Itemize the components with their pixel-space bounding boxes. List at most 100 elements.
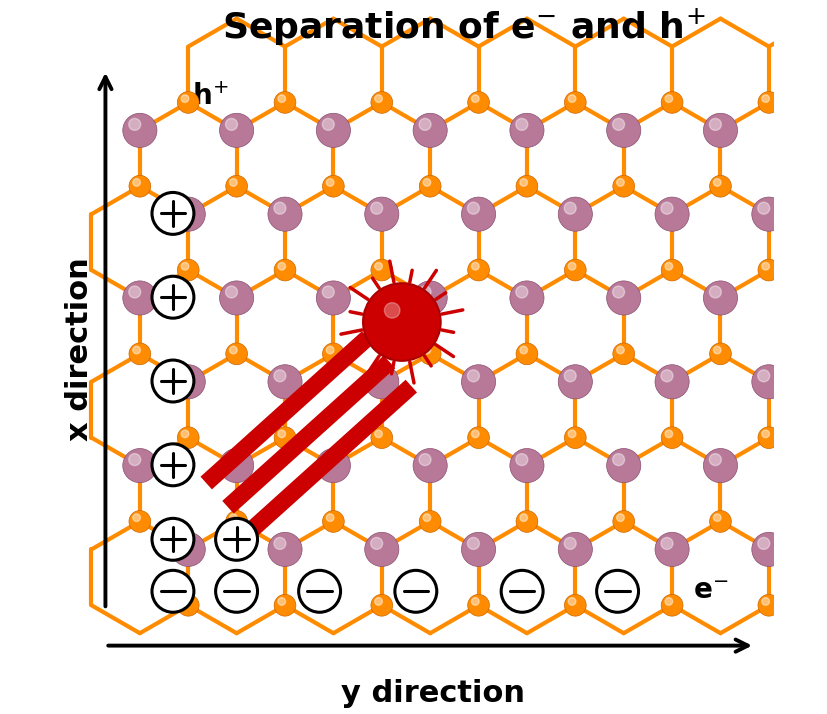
- Circle shape: [423, 178, 431, 186]
- Circle shape: [758, 370, 770, 382]
- Circle shape: [316, 448, 351, 483]
- Circle shape: [520, 178, 528, 186]
- Circle shape: [613, 453, 624, 466]
- Circle shape: [219, 281, 254, 315]
- Circle shape: [181, 430, 189, 438]
- Circle shape: [122, 114, 157, 147]
- Circle shape: [274, 370, 286, 382]
- Circle shape: [471, 263, 479, 270]
- Circle shape: [274, 594, 296, 616]
- Circle shape: [181, 95, 189, 102]
- Circle shape: [613, 119, 624, 131]
- Circle shape: [617, 346, 624, 354]
- Circle shape: [371, 594, 393, 616]
- Circle shape: [177, 538, 189, 549]
- Circle shape: [181, 598, 189, 605]
- Circle shape: [613, 343, 634, 365]
- Circle shape: [177, 370, 189, 382]
- Circle shape: [510, 448, 544, 483]
- Circle shape: [655, 533, 689, 566]
- Circle shape: [423, 514, 431, 521]
- Circle shape: [714, 178, 721, 186]
- Circle shape: [662, 594, 683, 616]
- Circle shape: [501, 570, 543, 612]
- Circle shape: [230, 514, 237, 521]
- Circle shape: [129, 511, 151, 533]
- Circle shape: [414, 448, 447, 483]
- Circle shape: [268, 197, 302, 231]
- Circle shape: [758, 202, 770, 214]
- Text: x direction: x direction: [65, 257, 94, 441]
- Circle shape: [468, 427, 490, 448]
- Circle shape: [370, 202, 383, 214]
- Circle shape: [704, 114, 738, 147]
- Circle shape: [468, 91, 490, 114]
- Circle shape: [419, 286, 431, 298]
- Circle shape: [323, 511, 344, 533]
- Circle shape: [375, 430, 382, 438]
- Circle shape: [122, 448, 157, 483]
- Circle shape: [516, 511, 538, 533]
- Polygon shape: [222, 356, 395, 513]
- Circle shape: [268, 365, 302, 399]
- Circle shape: [152, 193, 194, 234]
- Circle shape: [665, 95, 672, 102]
- Circle shape: [665, 430, 672, 438]
- Circle shape: [565, 259, 586, 281]
- Polygon shape: [200, 331, 373, 489]
- Circle shape: [661, 202, 673, 214]
- Circle shape: [419, 343, 441, 365]
- Circle shape: [133, 178, 141, 186]
- Circle shape: [230, 346, 237, 354]
- Circle shape: [568, 430, 576, 438]
- Circle shape: [661, 370, 673, 382]
- Circle shape: [468, 259, 490, 281]
- Circle shape: [268, 533, 302, 566]
- Circle shape: [564, 202, 576, 214]
- Circle shape: [299, 570, 341, 612]
- Circle shape: [617, 514, 624, 521]
- Circle shape: [219, 114, 254, 147]
- Circle shape: [171, 365, 205, 399]
- Circle shape: [181, 263, 189, 270]
- Circle shape: [752, 533, 786, 566]
- Circle shape: [662, 259, 683, 281]
- Circle shape: [414, 114, 447, 147]
- Circle shape: [152, 360, 194, 402]
- Circle shape: [274, 202, 286, 214]
- Circle shape: [762, 95, 769, 102]
- Circle shape: [516, 286, 528, 298]
- Circle shape: [607, 114, 641, 147]
- Circle shape: [710, 511, 731, 533]
- Circle shape: [516, 453, 528, 466]
- Text: Separation of e$^{-}$ and h$^{+}$: Separation of e$^{-}$ and h$^{+}$: [222, 6, 705, 48]
- Circle shape: [278, 430, 285, 438]
- Circle shape: [122, 281, 157, 315]
- Circle shape: [226, 286, 237, 298]
- Circle shape: [471, 430, 479, 438]
- Circle shape: [655, 197, 689, 231]
- Text: e$^{-}$: e$^{-}$: [693, 578, 729, 605]
- Circle shape: [385, 303, 400, 318]
- Circle shape: [516, 119, 528, 131]
- Circle shape: [226, 511, 247, 533]
- Circle shape: [510, 281, 544, 315]
- Circle shape: [216, 518, 257, 560]
- Circle shape: [230, 178, 237, 186]
- Circle shape: [365, 533, 399, 566]
- Circle shape: [316, 281, 351, 315]
- Circle shape: [568, 95, 576, 102]
- Circle shape: [758, 538, 770, 549]
- Circle shape: [558, 365, 592, 399]
- Circle shape: [370, 370, 383, 382]
- Circle shape: [758, 259, 780, 281]
- Circle shape: [152, 444, 194, 486]
- Circle shape: [661, 538, 673, 549]
- Circle shape: [520, 346, 528, 354]
- Circle shape: [133, 346, 141, 354]
- Circle shape: [274, 538, 286, 549]
- Circle shape: [710, 119, 721, 131]
- Circle shape: [365, 197, 399, 231]
- Circle shape: [419, 176, 441, 197]
- Circle shape: [710, 453, 721, 466]
